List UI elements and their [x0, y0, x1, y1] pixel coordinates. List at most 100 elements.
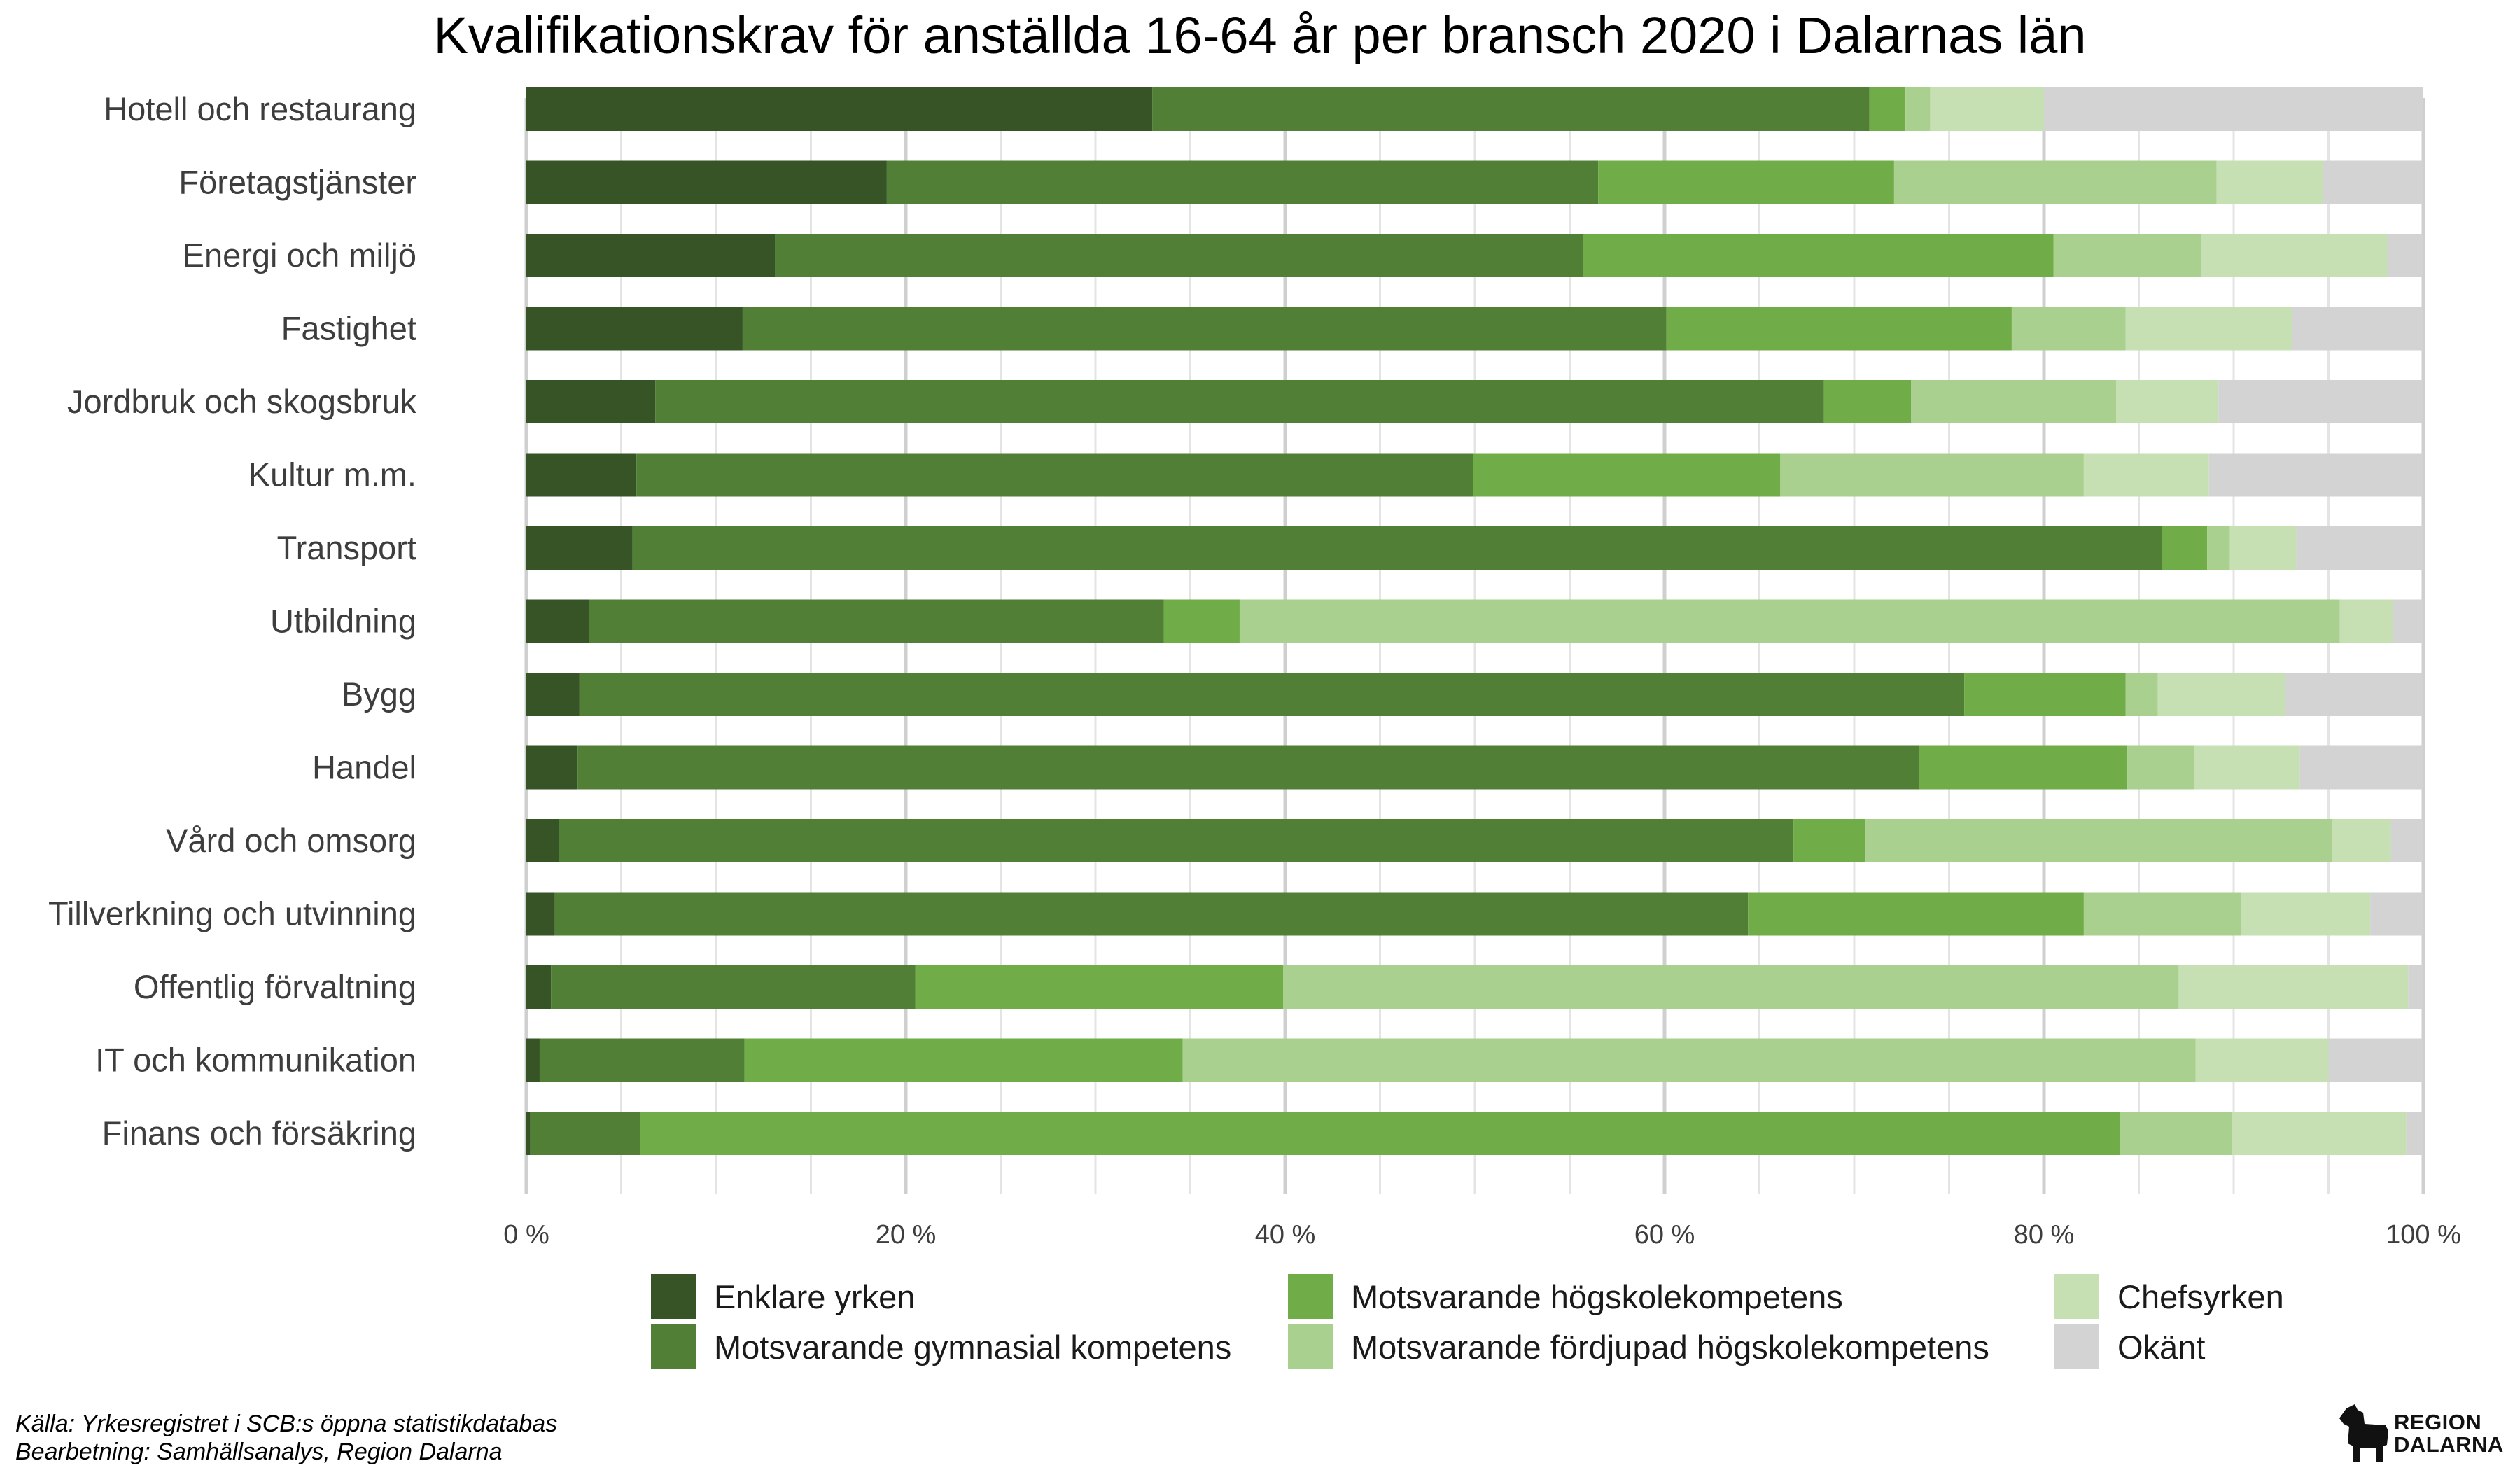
- x-tick-label: 40 %: [1255, 1220, 1316, 1250]
- grid-lines: [524, 98, 2426, 1194]
- bar-segment: [2178, 965, 2409, 1009]
- category-label: Handel: [312, 749, 416, 786]
- bar-segment: [2207, 526, 2230, 570]
- bar-segment: [526, 892, 555, 936]
- bar-segment: [1911, 380, 2116, 424]
- legend-label: Okänt: [2118, 1329, 2205, 1366]
- category-label: Fastighet: [281, 310, 416, 347]
- category-label: Offentlig förvaltning: [134, 968, 416, 1005]
- legend-swatch: [1288, 1324, 1333, 1369]
- bar-segment: [2370, 892, 2423, 936]
- bar-segment: [526, 380, 656, 424]
- dala-horse-icon: [2339, 1404, 2388, 1462]
- legend-label: Motsvarande högskolekompetens: [1351, 1278, 1843, 1315]
- x-tick-label: 60 %: [1634, 1220, 1695, 1250]
- region-dalarna-logo: REGION DALARNA: [2337, 1400, 2512, 1466]
- x-axis-tick-labels: 0 % 20 % 40 % 60 % 80 % 100 %: [503, 1220, 2461, 1250]
- legend: Enklare yrken Motsvarande gymnasial kompe…: [651, 1274, 2284, 1369]
- category-label: Tillverkning och utvinning: [48, 895, 416, 932]
- legend-swatch: [2054, 1324, 2099, 1369]
- bar-segment: [526, 88, 1153, 131]
- bar-segment: [539, 1038, 745, 1082]
- legend-label: Enklare yrken: [714, 1278, 915, 1315]
- bar-segment: [526, 673, 580, 716]
- legend-label: Motsvarande fördjupad högskolekompetens: [1351, 1329, 1989, 1366]
- bar-segment: [2216, 160, 2323, 204]
- bar-segment: [2328, 1038, 2423, 1082]
- bar-segment: [1823, 380, 1912, 424]
- chart-title: Kvalifikationskrav för anställda 16-64 å…: [433, 6, 2087, 64]
- bar-segment: [1865, 819, 2332, 862]
- bar-segment: [2339, 599, 2393, 643]
- bar-segment: [1780, 453, 2084, 497]
- legend-swatch: [651, 1324, 696, 1369]
- bar-segment: [526, 819, 559, 862]
- bar-segment: [1163, 599, 1240, 643]
- bar-segment: [2292, 307, 2423, 351]
- bar-segment: [1930, 88, 2044, 131]
- bar-segment: [2323, 160, 2423, 204]
- bar-segment: [1598, 160, 1894, 204]
- bar-segment: [742, 307, 1667, 351]
- bar-segment: [2083, 892, 2241, 936]
- bar-segment: [1748, 892, 2084, 936]
- bar-segment: [2115, 380, 2219, 424]
- bar-segment: [2201, 234, 2388, 277]
- bar-segment: [636, 453, 1474, 497]
- bar-segment: [2194, 746, 2300, 790]
- bar-segment: [2300, 746, 2423, 790]
- bar-segment: [526, 599, 589, 643]
- bar-segment: [554, 892, 1749, 936]
- bar-segment: [886, 160, 1599, 204]
- bar-segment: [775, 234, 1583, 277]
- category-label: Utbildning: [270, 603, 416, 640]
- bar-segment: [1893, 160, 2217, 204]
- bar-segment: [526, 453, 637, 497]
- bar-segment: [2390, 819, 2423, 862]
- bar-segment: [2393, 599, 2423, 643]
- bar-segment: [526, 526, 633, 570]
- bar-segment: [632, 526, 2162, 570]
- source-note: Källa: Yrkesregistret i SCB:s öppna stat…: [15, 1410, 557, 1466]
- bar-segment: [2241, 892, 2371, 936]
- bar-segment: [2208, 453, 2423, 497]
- x-tick-label: 20 %: [876, 1220, 937, 1250]
- bar-segment: [2125, 673, 2158, 716]
- category-label: Hotell och restaurang: [104, 90, 416, 127]
- bar-segment: [1905, 88, 1931, 131]
- bar-segment: [1152, 88, 1870, 131]
- bar-segment: [1919, 746, 2128, 790]
- bar-segment: [2195, 1038, 2329, 1082]
- bar-segment: [526, 307, 743, 351]
- category-label: Transport: [277, 529, 416, 566]
- bar-segment: [1964, 673, 2126, 716]
- bar-segment: [559, 819, 1794, 862]
- bar-segment: [578, 746, 1919, 790]
- bar-segment: [1239, 599, 2340, 643]
- category-label: Jordbruk och skogsbruk: [67, 383, 416, 420]
- bar-segment: [2406, 1112, 2423, 1155]
- bar-segment: [640, 1112, 2120, 1155]
- bar-segment: [655, 380, 1824, 424]
- bar-segment: [2296, 526, 2423, 570]
- bar-segment: [2053, 234, 2202, 277]
- logo-line-2: DALARNA: [2394, 1432, 2504, 1457]
- logo-text: REGION DALARNA: [2394, 1411, 2504, 1456]
- legend-label: Motsvarande gymnasial kompetens: [714, 1329, 1231, 1366]
- category-label: Energi och miljö: [183, 237, 416, 274]
- bar-segment: [526, 746, 578, 790]
- x-tick-label: 80 %: [2014, 1220, 2075, 1250]
- legend-swatch: [2054, 1274, 2099, 1319]
- legend-label: Chefsyrken: [2118, 1278, 2284, 1315]
- category-label: Finans och försäkring: [102, 1114, 416, 1152]
- source-line-1: Källa: Yrkesregistret i SCB:s öppna stat…: [15, 1410, 558, 1437]
- source-line-2: Bearbetning: Samhällsanalys, Region Dala…: [15, 1438, 503, 1465]
- bar-segment: [2218, 380, 2423, 424]
- bar-segment: [2083, 453, 2209, 497]
- bar-segment: [2125, 307, 2293, 351]
- bar-segment: [1869, 88, 1906, 131]
- bar-segment: [2120, 1112, 2232, 1155]
- legend-swatch: [1288, 1274, 1333, 1319]
- bar-segment: [2332, 819, 2391, 862]
- bar-segment: [2387, 234, 2423, 277]
